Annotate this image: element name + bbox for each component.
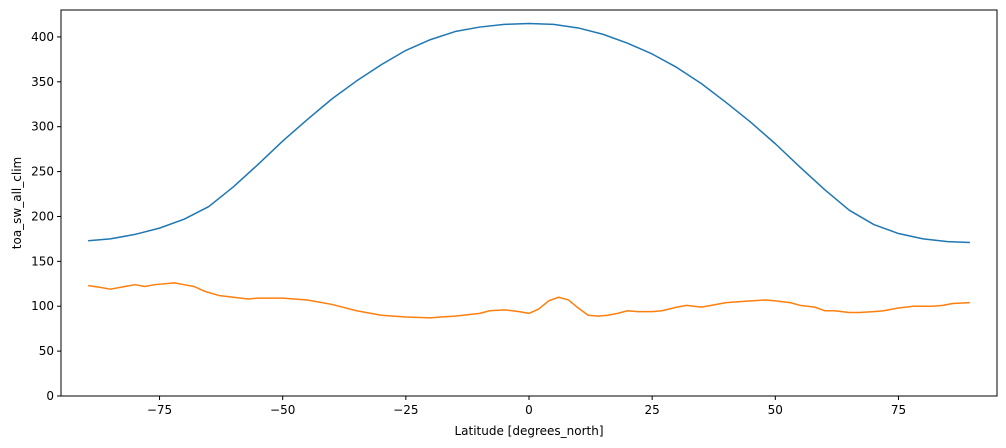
plot-frame [60, 9, 998, 397]
y-axis-ticks: 0 50 100 150 200 250 300 350 400 [31, 30, 61, 403]
y-tick-label: 300 [31, 120, 54, 134]
x-tick-label: −50 [270, 403, 295, 417]
y-tick-label: 150 [31, 254, 54, 268]
x-axis-label: Latitude [degrees_north] [454, 424, 603, 438]
y-tick-label: 250 [31, 165, 54, 179]
x-tick-label: 25 [645, 403, 660, 417]
y-tick-label: 100 [31, 299, 54, 313]
y-tick-label: 200 [31, 209, 54, 223]
y-tick-label: 50 [39, 344, 54, 358]
y-tick-label: 0 [46, 389, 54, 403]
x-tick-label: 50 [768, 403, 783, 417]
x-tick-label: −25 [393, 403, 418, 417]
x-tick-label: −75 [147, 403, 172, 417]
series-line-1 [88, 22, 970, 244]
x-axis-ticks: −75 −50 −25 0 25 50 75 [147, 396, 906, 417]
y-tick-label: 350 [31, 75, 54, 89]
series-line-2 [87, 282, 970, 319]
x-tick-label: 75 [891, 403, 906, 417]
y-tick-label: 400 [31, 30, 54, 44]
series-layer [87, 22, 970, 319]
x-tick-label: 0 [525, 403, 533, 417]
y-axis-label: toa_sw_all_clim [10, 157, 24, 249]
